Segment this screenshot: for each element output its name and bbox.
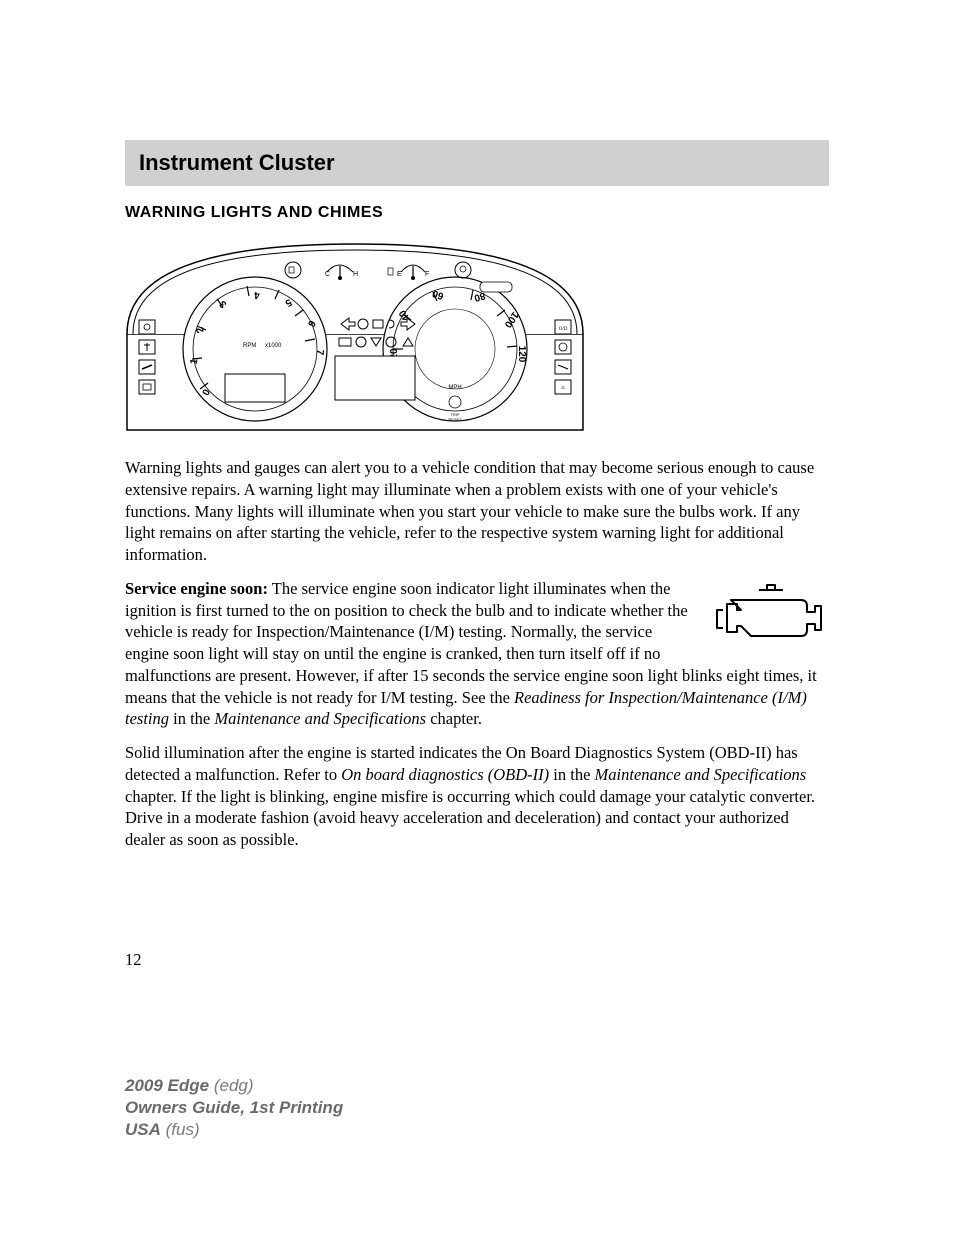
- svg-text:H: H: [353, 271, 358, 278]
- svg-text:4: 4: [254, 289, 260, 300]
- svg-text:F: F: [425, 271, 429, 278]
- service-body-2: in the: [169, 709, 214, 728]
- service-body-3: chapter.: [426, 709, 482, 728]
- footer-code2: (fus): [161, 1120, 200, 1139]
- obd-3: chapter. If the light is blinking, engin…: [125, 787, 815, 850]
- engine-outline-icon: [709, 582, 829, 647]
- service-label: Service engine soon:: [125, 579, 268, 598]
- page-number: 12: [125, 950, 142, 970]
- message-center-display: [335, 356, 415, 400]
- od-off-icon: O/D: [559, 327, 568, 332]
- section-heading: WARNING LIGHTS AND CHIMES: [125, 204, 829, 222]
- svg-text:RESET: RESET: [448, 417, 462, 422]
- intro-paragraph: Warning lights and gauges can alert you …: [125, 457, 829, 566]
- chapter-header: Instrument Cluster: [125, 140, 829, 186]
- obd-paragraph: Solid illumination after the engine is s…: [125, 742, 829, 851]
- footer-model: 2009 Edge: [125, 1076, 209, 1095]
- tachometer-gauge: 0 1 2 3 4 5 6 7 RPM x1000: [183, 277, 327, 421]
- footer: 2009 Edge (edg) Owners Guide, 1st Printi…: [125, 1075, 343, 1141]
- svg-text:E: E: [397, 271, 402, 278]
- footer-guide: Owners Guide, 1st Printing: [125, 1097, 343, 1119]
- service-engine-section: Service engine soon: The service engine …: [125, 578, 829, 730]
- chapter-title: Instrument Cluster: [139, 150, 815, 176]
- footer-code1: (edg): [209, 1076, 253, 1095]
- footer-region: USA: [125, 1120, 161, 1139]
- obd-italic-2: Maintenance and Specifications: [595, 765, 807, 784]
- obd-italic-1: On board diagnostics (OBD-II): [341, 765, 549, 784]
- obd-2: in the: [549, 765, 594, 784]
- instrument-cluster-diagram: O/D ⚠ 0 1 2 3 4: [125, 234, 585, 434]
- svg-text:120: 120: [516, 346, 527, 363]
- svg-text:C: C: [325, 271, 330, 278]
- svg-text:x1000: x1000: [265, 343, 282, 349]
- svg-text:RPM: RPM: [243, 343, 256, 349]
- check-icon: ⚠: [561, 385, 566, 391]
- service-italic-2: Maintenance and Specifications: [214, 709, 426, 728]
- svg-text:MPH: MPH: [448, 385, 461, 391]
